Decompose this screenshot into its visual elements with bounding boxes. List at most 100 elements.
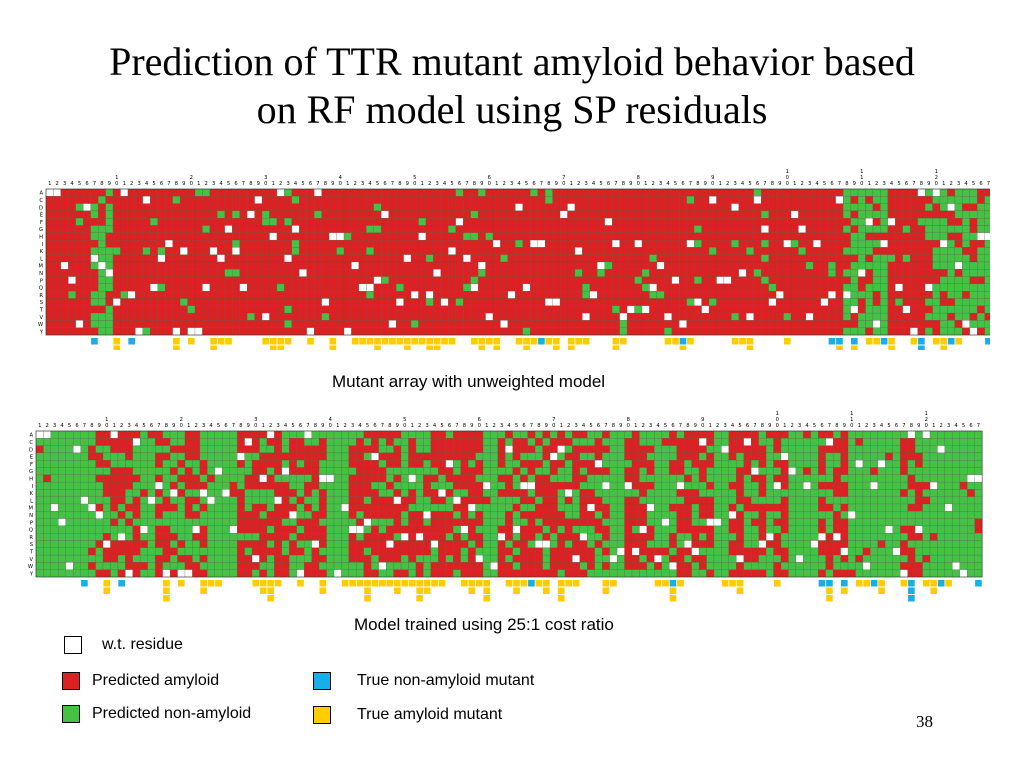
grid-cell: [850, 203, 859, 212]
grid-cell: [736, 496, 744, 505]
grid-cell: [232, 312, 240, 321]
grid-cell: [110, 569, 119, 578]
grid-cell: [656, 247, 665, 255]
grid-cell: [135, 203, 143, 212]
grid-cell: [780, 547, 789, 556]
grid-cell: [403, 320, 412, 328]
residue-label: Y: [39, 329, 44, 335]
grid-cell: [641, 188, 650, 197]
grid-cell: [348, 430, 357, 439]
grid-cell: [820, 269, 829, 277]
grid-cell: [142, 305, 151, 314]
grid-cell: [386, 540, 394, 548]
grid-cell: [612, 232, 620, 241]
grid-cell: [132, 518, 141, 527]
grid-cell: [199, 540, 208, 548]
grid-cell: [120, 283, 129, 292]
grid-cell: [276, 254, 285, 263]
grid-cell: [572, 438, 580, 446]
grid-cell: [902, 269, 911, 277]
grid-cell: [291, 188, 300, 197]
grid-cell: [939, 247, 948, 255]
grid-cell: [962, 196, 970, 204]
grid-cell: [157, 312, 166, 321]
grid-cell: [80, 533, 89, 541]
grid-cell: [684, 503, 692, 512]
grid-cell: [880, 247, 888, 255]
position-number: 1: [187, 423, 190, 429]
grid-cell: [172, 232, 181, 241]
grid-cell: [333, 525, 342, 534]
grid-cell: [661, 445, 670, 454]
grid-cell: [199, 511, 208, 519]
grid-cell: [224, 320, 233, 328]
grid-cell: [604, 254, 613, 263]
grid-cell: [604, 305, 613, 314]
grid-cell: [433, 239, 441, 248]
grid-cell: [289, 518, 297, 527]
grid-cell: [743, 460, 752, 468]
grid-cell: [751, 511, 759, 519]
grid-cell: [612, 225, 620, 233]
grid-cell: [112, 203, 121, 212]
grid-cell: [440, 298, 449, 306]
position-number: 1: [197, 181, 200, 187]
grid-cell: [634, 305, 643, 314]
grid-cell: [721, 467, 729, 475]
grid-cell: [932, 291, 941, 299]
grid-cell: [110, 547, 119, 556]
grid-cell: [90, 305, 99, 314]
grid-cell: [232, 203, 240, 212]
grid-cell: [463, 196, 471, 204]
grid-cell: [237, 474, 245, 483]
grid-cell: [587, 518, 595, 527]
grid-cell: [977, 203, 985, 212]
grid-cell: [207, 547, 215, 556]
grid-cell: [135, 283, 143, 292]
grid-cell: [924, 225, 933, 233]
grid-cell: [393, 518, 402, 527]
grid-cell: [60, 196, 69, 204]
grid-cell: [780, 511, 789, 519]
grid-cell: [333, 430, 342, 439]
grid-cell: [35, 569, 44, 578]
grid-cell: [798, 291, 807, 299]
grid-cell: [194, 232, 203, 241]
grid-cell: [172, 210, 181, 219]
grid-cell: [254, 298, 263, 306]
grid-cell: [887, 232, 896, 241]
grid-cell: [728, 533, 737, 541]
grid-cell: [217, 247, 225, 255]
grid-cell: [150, 305, 158, 314]
grid-cell: [902, 283, 911, 292]
grid-cell: [356, 460, 364, 468]
grid-cell: [587, 569, 595, 578]
grid-cell: [35, 438, 44, 446]
grid-cell: [872, 203, 881, 212]
position-number: 0: [776, 417, 779, 423]
grid-cell: [788, 511, 797, 519]
grid-cell: [229, 445, 238, 454]
grid-cell: [304, 438, 312, 446]
grid-cell: [723, 225, 732, 233]
grid-cell: [828, 203, 836, 212]
grid-cell: [761, 247, 769, 255]
grid-cell: [80, 547, 89, 556]
grid-cell: [418, 254, 427, 263]
position-number: 3: [947, 423, 950, 429]
grid-cell: [604, 232, 613, 241]
grid-cell: [917, 254, 926, 263]
grid-cell: [954, 291, 963, 299]
true-mutant-marker: [828, 338, 836, 345]
grid-cell: [813, 210, 821, 219]
grid-cell: [505, 511, 513, 519]
position-number: 7: [242, 181, 245, 187]
grid-cell: [274, 533, 282, 541]
grid-cell: [438, 452, 446, 461]
grid-cell: [165, 261, 173, 270]
grid-cell: [222, 438, 230, 446]
grid-cell: [939, 218, 948, 226]
grid-cell: [954, 196, 963, 204]
grid-cell: [530, 276, 538, 285]
grid-cell: [505, 438, 513, 446]
